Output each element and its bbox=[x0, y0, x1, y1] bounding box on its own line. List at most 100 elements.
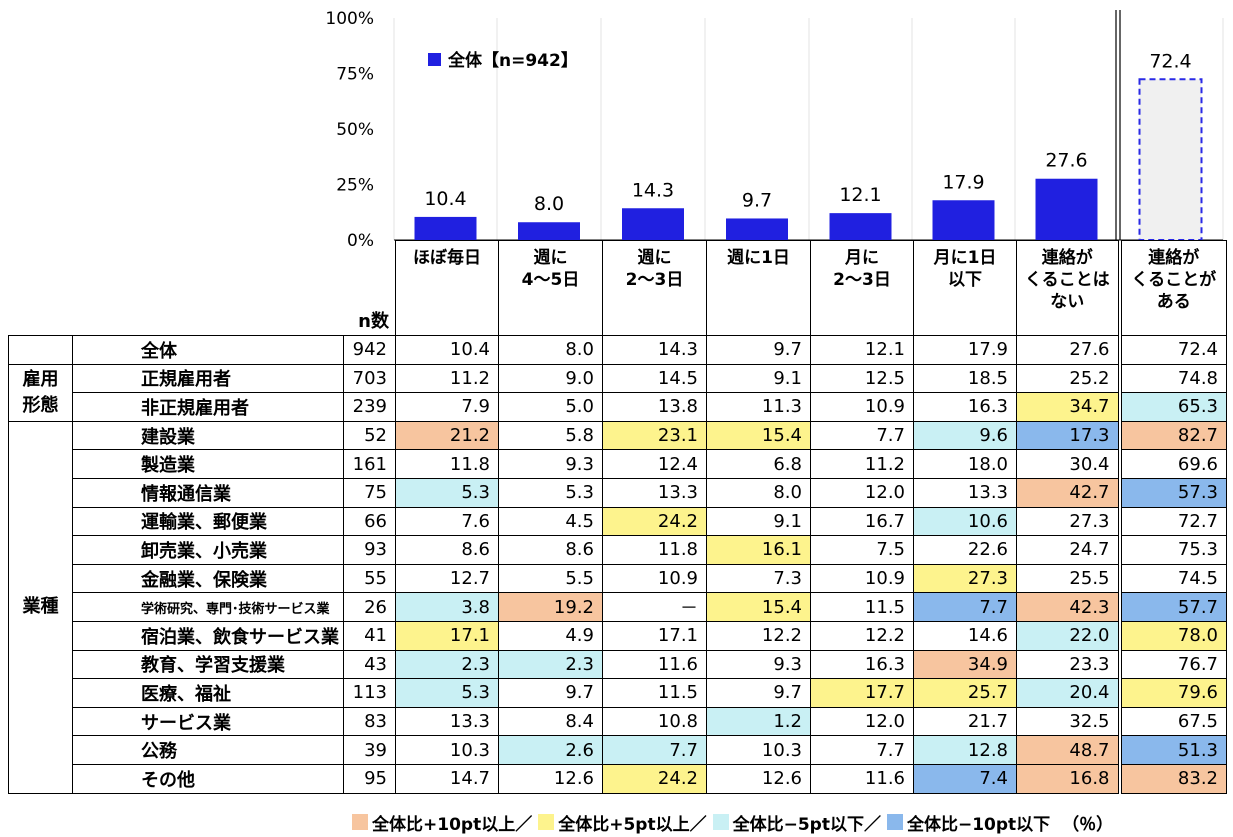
value-cell: 8.0 bbox=[498, 335, 603, 365]
column-header: 連絡が くることは ない bbox=[1016, 240, 1120, 336]
value-cell: 67.5 bbox=[1117, 706, 1227, 737]
legend-swatch bbox=[886, 814, 903, 830]
row-label: 卸売業、小売業 bbox=[72, 535, 344, 565]
value-cell: 12.1 bbox=[810, 335, 914, 365]
value-cell: 2.3 bbox=[498, 649, 603, 680]
value-cell: 17.9 bbox=[913, 335, 1017, 365]
value-cell: 16.3 bbox=[810, 649, 914, 680]
legend-swatch bbox=[352, 814, 368, 830]
value-cell: 6.8 bbox=[706, 449, 811, 479]
value-cell: 8.6 bbox=[395, 535, 499, 565]
legend-swatch bbox=[428, 53, 441, 66]
header-blank bbox=[9, 241, 344, 336]
value-cell: 11.5 bbox=[810, 592, 914, 622]
group-label: 雇用 形態 bbox=[8, 363, 73, 422]
row-label: 全体 bbox=[72, 335, 344, 365]
value-cell: 9.7 bbox=[706, 335, 811, 365]
value-cell: 5.0 bbox=[498, 392, 603, 422]
y-tick-label: 75% bbox=[336, 65, 374, 85]
column-header: 月に 2～3日 bbox=[810, 240, 914, 336]
value-cell: 32.5 bbox=[1016, 706, 1120, 737]
value-cell: 2.6 bbox=[498, 735, 603, 765]
value-cell: 23.1 bbox=[602, 420, 707, 451]
bar-value-label: 72.4 bbox=[1149, 50, 1191, 72]
value-cell: 5.3 bbox=[395, 678, 499, 708]
value-cell: 24.2 bbox=[602, 763, 707, 794]
value-cell: 15.4 bbox=[706, 592, 811, 622]
bar bbox=[414, 216, 477, 240]
value-cell: 7.5 bbox=[810, 535, 914, 565]
value-cell: 10.4 bbox=[395, 335, 499, 365]
value-cell: 42.3 bbox=[1016, 592, 1120, 622]
column-header: ほぼ毎日 bbox=[395, 240, 499, 336]
column-header: 週に 2～3日 bbox=[602, 240, 707, 336]
value-cell: 5.8 bbox=[498, 420, 603, 451]
value-cell: 17.1 bbox=[602, 620, 707, 651]
value-cell: 7.7 bbox=[810, 420, 914, 451]
value-cell: 12.8 bbox=[913, 735, 1017, 765]
value-cell: 16.7 bbox=[810, 506, 914, 537]
n-cell: 239 bbox=[343, 392, 396, 422]
legend-label: 全体【n=942】 bbox=[447, 50, 578, 71]
value-cell: 13.3 bbox=[395, 706, 499, 737]
bar-value-label: 17.9 bbox=[942, 171, 984, 193]
n-cell: 93 bbox=[343, 535, 396, 565]
value-cell: 5.5 bbox=[498, 563, 603, 594]
summary-bar bbox=[1138, 78, 1203, 241]
value-cell: 24.7 bbox=[1016, 535, 1120, 565]
n-cell: 26 bbox=[343, 592, 396, 622]
table-row: サービス業 83 13.3 8.4 10.8 1.2 12.0 21.7 32.5 67.5 bbox=[9, 706, 1227, 737]
value-cell: 10.9 bbox=[810, 563, 914, 594]
value-cell: 11.6 bbox=[602, 649, 707, 680]
value-cell: 13.3 bbox=[602, 477, 707, 508]
value-cell: 14.7 bbox=[395, 763, 499, 794]
bar-value-label: 14.3 bbox=[632, 179, 674, 201]
value-cell: 76.7 bbox=[1117, 649, 1227, 680]
value-cell: 17.1 bbox=[395, 620, 499, 651]
value-cell: 72.4 bbox=[1117, 335, 1227, 365]
table-row: 医療、福祉 113 5.3 9.7 11.5 9.7 17.7 25.7 20.4 79.6 bbox=[9, 678, 1227, 708]
value-cell: 27.6 bbox=[1016, 335, 1120, 365]
bar-chart: 100%75%50%25%0% 10.4 8.014.3 9.7 12.117.927… bbox=[325, 9, 1224, 250]
table-row: 宿泊業、飲食サービス業 41 17.1 4.9 17.1 12.2 12.2 14.6 22.0… bbox=[9, 620, 1227, 651]
value-cell: 17.7 bbox=[810, 678, 914, 708]
n-cell: 75 bbox=[343, 477, 396, 508]
data-table: n数 ほぼ毎日 週に 4～5日 週に 2～3日 週に1日 月に 2～3日 月に1日 以下 連絡が くるこ… bbox=[8, 240, 1227, 794]
group-label: 業種 bbox=[8, 420, 73, 794]
bar-value-label: 9.7 bbox=[742, 189, 772, 211]
bar-value-label: 10.4 bbox=[424, 188, 466, 210]
value-cell: 24.2 bbox=[602, 506, 707, 537]
value-cell: 10.9 bbox=[810, 392, 914, 422]
value-cell: 7.7 bbox=[913, 592, 1017, 622]
row-label: 宿泊業、飲食サービス業 bbox=[72, 620, 344, 651]
n-cell: 95 bbox=[343, 763, 396, 794]
chart-column-dividers bbox=[393, 10, 1224, 241]
value-cell: 12.0 bbox=[810, 477, 914, 508]
table-row: 金融業、保険業 55 12.7 5.5 10.9 7.3 10.9 27.3 25.5 74.5 bbox=[9, 563, 1227, 594]
value-cell: 7.3 bbox=[706, 563, 811, 594]
value-cell: 9.1 bbox=[706, 363, 811, 394]
legend-swatch bbox=[712, 814, 729, 830]
value-cell: 25.5 bbox=[1016, 563, 1120, 594]
value-cell: 19.2 bbox=[498, 592, 603, 622]
value-cell: 57.3 bbox=[1117, 477, 1227, 508]
value-cell: 42.7 bbox=[1016, 477, 1120, 508]
value-labels: 10.4 8.0 14.3 9.7 12.1 17.9 27.6 72.4 bbox=[424, 50, 1191, 215]
value-cell: 16.3 bbox=[913, 392, 1017, 422]
table-row: 非正規雇用者 239 7.9 5.0 13.8 11.3 10.9 16.3 34.7 65.3 bbox=[9, 392, 1227, 422]
value-cell: 27.3 bbox=[1016, 506, 1120, 537]
value-cell: 11.6 bbox=[810, 763, 914, 794]
value-cell: 13.3 bbox=[913, 477, 1017, 508]
value-cell: 16.8 bbox=[1016, 763, 1120, 794]
bar bbox=[622, 208, 684, 240]
value-cell: 5.3 bbox=[395, 477, 499, 508]
value-cell: 8.4 bbox=[498, 706, 603, 737]
y-axis-ticks: 100%75%50%25%0% bbox=[325, 9, 374, 250]
value-cell: 14.3 bbox=[602, 335, 707, 365]
value-cell: 11.8 bbox=[602, 535, 707, 565]
y-tick-label: 100% bbox=[325, 9, 374, 29]
value-cell: 11.8 bbox=[395, 449, 499, 479]
row-label: 医療、福祉 bbox=[72, 678, 344, 708]
value-cell: 34.7 bbox=[1016, 392, 1120, 422]
y-tick-label: 50% bbox=[336, 120, 374, 140]
